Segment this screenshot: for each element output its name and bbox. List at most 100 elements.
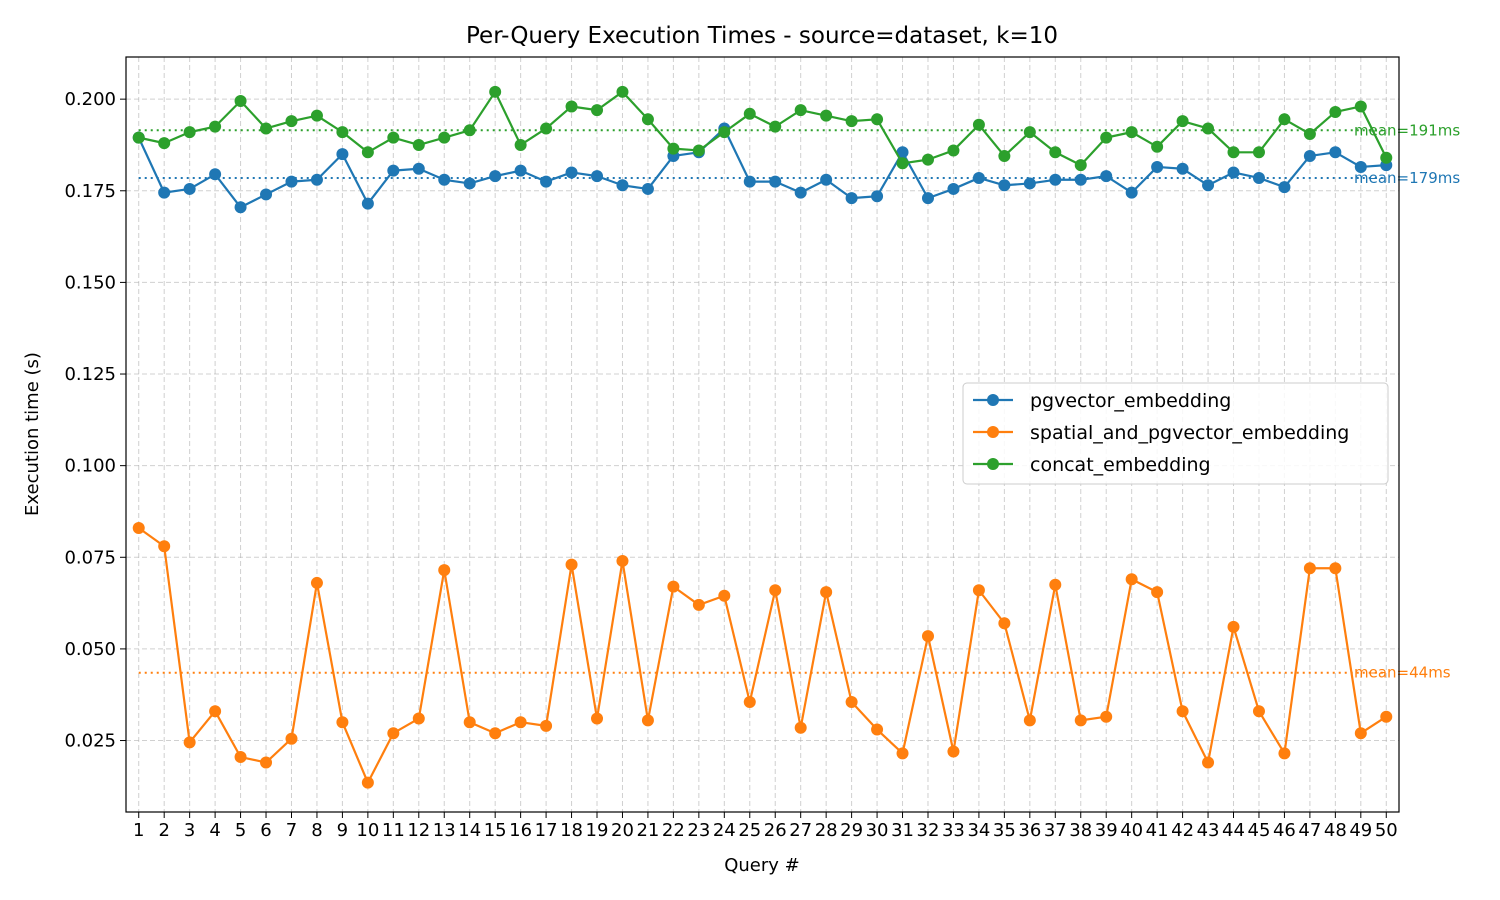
data-point bbox=[1049, 578, 1062, 591]
data-point bbox=[1023, 714, 1036, 727]
data-point bbox=[896, 747, 909, 760]
y-axis-title: Execution time (s) bbox=[22, 352, 43, 516]
y-tick-label: 0.150 bbox=[64, 272, 116, 293]
data-point bbox=[871, 723, 884, 736]
x-tick-label: 8 bbox=[311, 820, 322, 841]
data-point bbox=[1278, 113, 1291, 126]
y-tick-label: 0.200 bbox=[64, 89, 116, 110]
legend-marker bbox=[987, 394, 999, 406]
data-point bbox=[1100, 710, 1113, 723]
data-point bbox=[489, 85, 502, 98]
x-axis-ticks: 1 2 3 4 5 6 7 8 9 10 11 12 13 14 15 16 17 18 19 20 21 22 23 24 2… bbox=[133, 812, 1398, 841]
x-tick-label: 9 bbox=[337, 820, 348, 841]
x-tick-label: 41 bbox=[1146, 820, 1169, 841]
legend-marker bbox=[987, 458, 999, 470]
legend: pgvector_embedding spatial_and_pgvector_e… bbox=[962, 382, 1389, 485]
data-point bbox=[743, 696, 756, 709]
data-point bbox=[769, 120, 782, 133]
data-point bbox=[1100, 170, 1113, 183]
data-point bbox=[616, 179, 629, 192]
data-point bbox=[947, 745, 960, 758]
x-tick-label: 15 bbox=[484, 820, 507, 841]
y-tick-label: 0.050 bbox=[64, 639, 116, 660]
data-point bbox=[565, 558, 578, 571]
data-point bbox=[1202, 122, 1215, 135]
data-point bbox=[234, 751, 247, 764]
plot-frame bbox=[125, 56, 1400, 813]
x-tick-label: 1 bbox=[133, 820, 144, 841]
data-point bbox=[1176, 115, 1189, 128]
x-tick-label: 12 bbox=[407, 820, 430, 841]
x-tick-label: 11 bbox=[382, 820, 405, 841]
data-point bbox=[285, 175, 298, 188]
data-point bbox=[209, 705, 222, 718]
data-point bbox=[310, 173, 323, 186]
data-point bbox=[158, 186, 171, 199]
x-tick-label: 2 bbox=[158, 820, 169, 841]
legend-label: spatial_and_pgvector_embedding bbox=[1030, 422, 1349, 444]
data-point bbox=[896, 146, 909, 159]
data-point bbox=[234, 94, 247, 107]
data-point bbox=[438, 131, 451, 144]
data-point bbox=[998, 149, 1011, 162]
data-point bbox=[132, 521, 145, 534]
data-point bbox=[591, 104, 604, 117]
data-point bbox=[387, 131, 400, 144]
data-point bbox=[540, 719, 553, 732]
x-tick-label: 19 bbox=[586, 820, 609, 841]
x-tick-label: 39 bbox=[1095, 820, 1118, 841]
x-tick-label: 50 bbox=[1375, 820, 1398, 841]
data-point bbox=[1023, 177, 1036, 190]
data-point bbox=[820, 586, 833, 599]
chart-title: Per-Query Execution Times - source=datas… bbox=[466, 23, 1058, 49]
data-point bbox=[972, 171, 985, 184]
data-point bbox=[1354, 160, 1367, 173]
data-point bbox=[183, 182, 196, 195]
x-tick-label: 49 bbox=[1349, 820, 1372, 841]
data-point bbox=[412, 138, 425, 151]
data-point bbox=[692, 598, 705, 611]
x-tick-label: 4 bbox=[209, 820, 220, 841]
x-tick-label: 16 bbox=[509, 820, 532, 841]
data-point bbox=[871, 113, 884, 126]
data-point bbox=[132, 131, 145, 144]
legend-label: pgvector_embedding bbox=[1030, 390, 1231, 412]
data-point bbox=[641, 113, 654, 126]
series-layer bbox=[132, 85, 1393, 789]
data-point bbox=[769, 584, 782, 597]
data-point bbox=[921, 630, 934, 643]
data-point bbox=[260, 188, 273, 201]
x-tick-label: 26 bbox=[764, 820, 787, 841]
data-point bbox=[972, 118, 985, 131]
data-point bbox=[336, 126, 349, 139]
data-point bbox=[794, 186, 807, 199]
data-point bbox=[234, 201, 247, 214]
x-axis-title: Query # bbox=[724, 855, 800, 876]
data-point bbox=[183, 736, 196, 749]
data-point bbox=[616, 85, 629, 98]
x-tick-label: 17 bbox=[535, 820, 558, 841]
data-point bbox=[209, 168, 222, 181]
data-point bbox=[1074, 714, 1087, 727]
data-point bbox=[1227, 620, 1240, 633]
data-point bbox=[412, 712, 425, 725]
data-point bbox=[1049, 173, 1062, 186]
data-point bbox=[1176, 705, 1189, 718]
data-point bbox=[412, 162, 425, 175]
series-line bbox=[137, 127, 1387, 209]
x-tick-label: 43 bbox=[1197, 820, 1220, 841]
data-point bbox=[1354, 727, 1367, 740]
data-point bbox=[1202, 756, 1215, 769]
x-tick-label: 10 bbox=[356, 820, 379, 841]
series-line bbox=[138, 527, 1387, 784]
data-point bbox=[1176, 162, 1189, 175]
data-point bbox=[336, 148, 349, 161]
data-point bbox=[540, 175, 553, 188]
mean-lines: mean=179ms mean=44ms mean=191ms bbox=[138, 121, 1460, 682]
x-tick-label: 44 bbox=[1222, 820, 1245, 841]
data-point bbox=[718, 589, 731, 602]
data-point bbox=[438, 564, 451, 577]
x-tick-label: 37 bbox=[1044, 820, 1067, 841]
data-point bbox=[336, 716, 349, 729]
